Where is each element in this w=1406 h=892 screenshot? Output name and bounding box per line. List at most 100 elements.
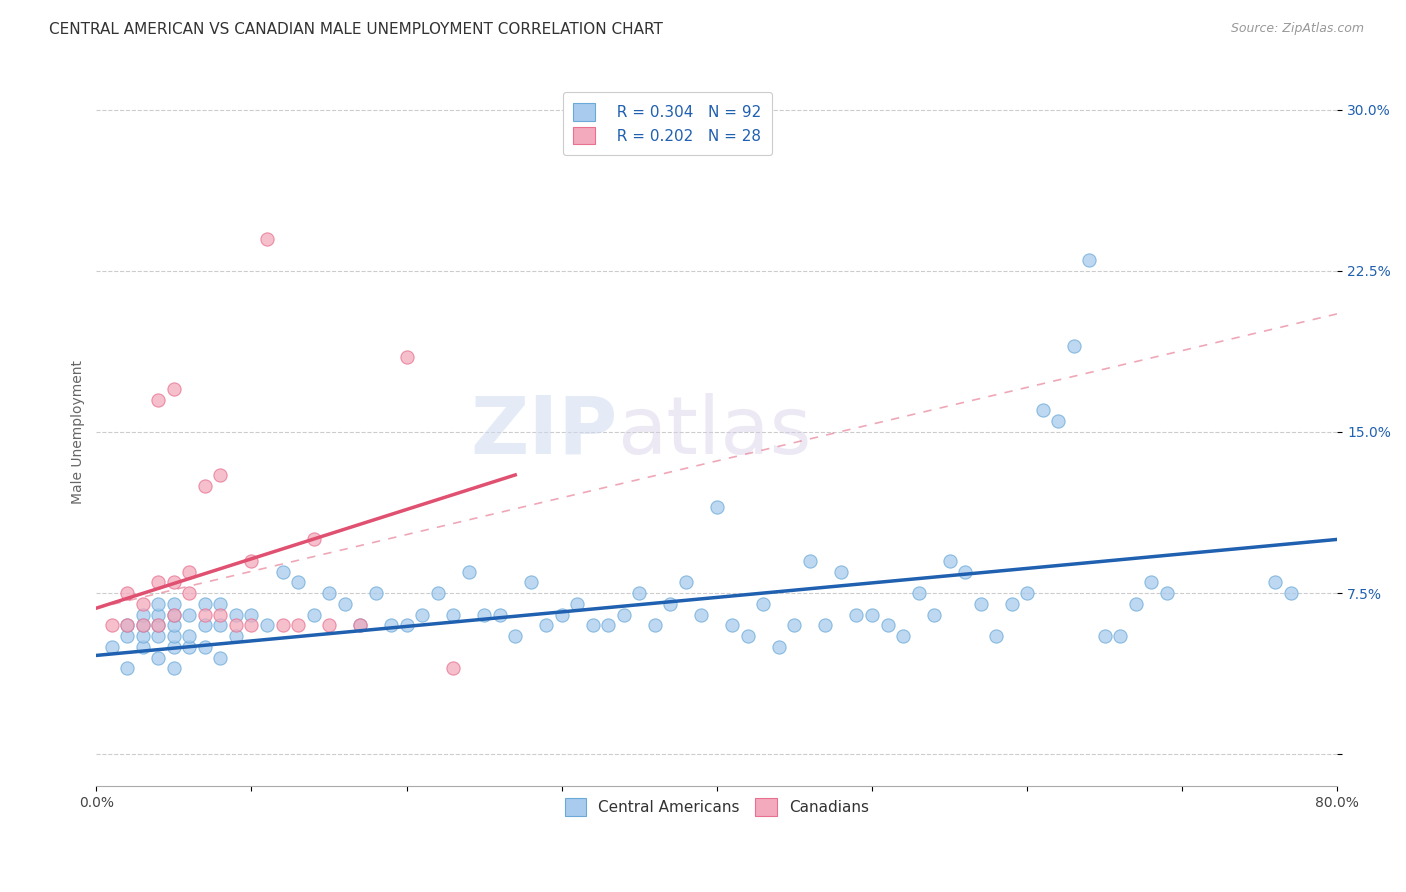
Point bbox=[148, 650, 170, 665]
Point bbox=[1063, 339, 1085, 353]
Point bbox=[117, 618, 139, 632]
Point bbox=[1109, 629, 1132, 643]
Point bbox=[179, 586, 201, 600]
Point bbox=[240, 607, 263, 622]
Point bbox=[163, 629, 186, 643]
Point bbox=[194, 607, 217, 622]
Point bbox=[953, 565, 976, 579]
Y-axis label: Male Unemployment: Male Unemployment bbox=[72, 360, 86, 504]
Point bbox=[768, 640, 790, 654]
Point bbox=[163, 618, 186, 632]
Point bbox=[179, 629, 201, 643]
Point bbox=[240, 618, 263, 632]
Point bbox=[163, 382, 186, 396]
Text: CENTRAL AMERICAN VS CANADIAN MALE UNEMPLOYMENT CORRELATION CHART: CENTRAL AMERICAN VS CANADIAN MALE UNEMPL… bbox=[49, 22, 664, 37]
Point bbox=[938, 554, 960, 568]
Point bbox=[287, 575, 309, 590]
Point bbox=[536, 618, 558, 632]
Point bbox=[148, 607, 170, 622]
Point bbox=[318, 618, 340, 632]
Point bbox=[567, 597, 589, 611]
Point bbox=[287, 618, 309, 632]
Point bbox=[194, 597, 217, 611]
Point bbox=[628, 586, 651, 600]
Point bbox=[132, 629, 155, 643]
Point bbox=[302, 533, 325, 547]
Point bbox=[1047, 414, 1070, 428]
Text: atlas: atlas bbox=[617, 393, 813, 471]
Point bbox=[830, 565, 852, 579]
Point bbox=[706, 500, 728, 515]
Point bbox=[364, 586, 387, 600]
Point bbox=[209, 618, 232, 632]
Point bbox=[256, 618, 278, 632]
Point bbox=[318, 586, 340, 600]
Point bbox=[551, 607, 574, 622]
Point bbox=[1279, 586, 1302, 600]
Point bbox=[1001, 597, 1024, 611]
Point bbox=[582, 618, 605, 632]
Point bbox=[1125, 597, 1147, 611]
Point bbox=[690, 607, 713, 622]
Point bbox=[117, 629, 139, 643]
Point bbox=[240, 554, 263, 568]
Point bbox=[488, 607, 510, 622]
Point bbox=[101, 618, 124, 632]
Point bbox=[721, 618, 744, 632]
Point bbox=[411, 607, 433, 622]
Point bbox=[302, 607, 325, 622]
Point bbox=[163, 607, 186, 622]
Point bbox=[969, 597, 991, 611]
Point bbox=[209, 607, 232, 622]
Point bbox=[1140, 575, 1163, 590]
Point bbox=[194, 478, 217, 492]
Point bbox=[148, 629, 170, 643]
Point bbox=[349, 618, 371, 632]
Point bbox=[194, 640, 217, 654]
Point bbox=[799, 554, 821, 568]
Point bbox=[163, 661, 186, 675]
Point bbox=[148, 575, 170, 590]
Point bbox=[148, 618, 170, 632]
Point bbox=[814, 618, 837, 632]
Point bbox=[225, 607, 247, 622]
Point bbox=[907, 586, 929, 600]
Point bbox=[349, 618, 371, 632]
Point bbox=[333, 597, 356, 611]
Point bbox=[148, 392, 170, 407]
Point bbox=[1156, 586, 1178, 600]
Point bbox=[132, 640, 155, 654]
Point bbox=[163, 575, 186, 590]
Point bbox=[1017, 586, 1039, 600]
Point bbox=[132, 618, 155, 632]
Point bbox=[519, 575, 541, 590]
Point bbox=[209, 650, 232, 665]
Point bbox=[163, 597, 186, 611]
Point bbox=[659, 597, 682, 611]
Text: Source: ZipAtlas.com: Source: ZipAtlas.com bbox=[1230, 22, 1364, 36]
Point bbox=[132, 618, 155, 632]
Point bbox=[380, 618, 402, 632]
Point bbox=[675, 575, 697, 590]
Point bbox=[132, 607, 155, 622]
Text: ZIP: ZIP bbox=[471, 393, 617, 471]
Point bbox=[163, 607, 186, 622]
Point bbox=[922, 607, 945, 622]
Point bbox=[101, 640, 124, 654]
Point bbox=[441, 607, 464, 622]
Point bbox=[472, 607, 495, 622]
Point bbox=[395, 618, 418, 632]
Point bbox=[117, 618, 139, 632]
Point bbox=[117, 586, 139, 600]
Point bbox=[179, 607, 201, 622]
Point bbox=[194, 618, 217, 632]
Point bbox=[256, 231, 278, 245]
Point bbox=[163, 640, 186, 654]
Point bbox=[457, 565, 479, 579]
Point bbox=[225, 629, 247, 643]
Point bbox=[441, 661, 464, 675]
Point bbox=[148, 597, 170, 611]
Point bbox=[395, 350, 418, 364]
Point bbox=[209, 597, 232, 611]
Point bbox=[503, 629, 526, 643]
